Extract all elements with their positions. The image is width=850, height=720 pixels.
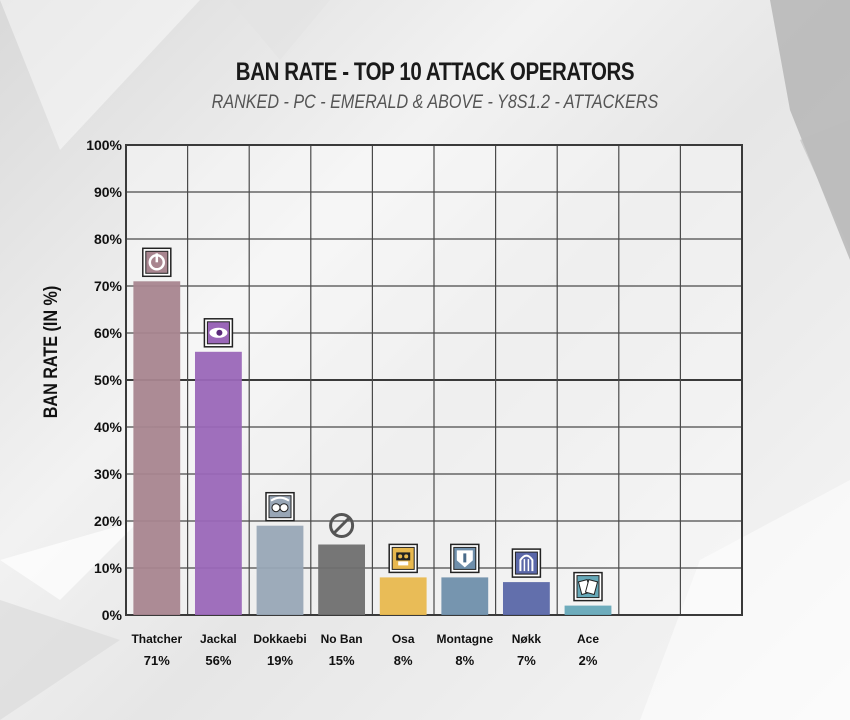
x-category-label: Dokkaebi [253,632,306,646]
jackal-icon [203,318,234,348]
bar-value-label: 8% [394,653,413,668]
bar-value-label: 19% [267,653,293,668]
y-tick-label: 20% [94,513,123,529]
bar-value-label: 8% [455,653,474,668]
nokk-icon [511,548,542,578]
bar-value-label: 2% [579,653,598,668]
plot-frame [125,144,743,616]
y-tick-label: 80% [94,231,123,247]
no-ban-icon [329,513,355,538]
x-category-label: Nøkk [512,632,542,646]
bar-thatcher [133,281,181,615]
bar-no-ban [318,544,366,615]
bar-ace [564,605,612,615]
x-category-label: Osa [392,632,415,646]
thatcher-icon [142,247,172,278]
montagne-icon [450,543,480,574]
y-tick-label: 30% [94,466,123,482]
bar-value-label: 7% [517,653,536,668]
bar-value-label: 56% [205,653,231,668]
chart-subtitle: RANKED - PC - EMERALD & ABOVE - Y8S1.2 -… [211,92,659,113]
y-tick-label: 70% [94,278,123,294]
x-category-label: No Ban [321,632,363,646]
osa-icon [388,543,418,574]
x-category-label: Ace [577,632,599,646]
dokkaebi-icon [265,491,295,522]
bar-montagne [441,577,489,615]
bar-n-kk [502,582,550,615]
y-tick-label: 50% [94,372,123,388]
bar-dokkaebi [256,525,304,615]
y-tick-label: 100% [86,137,122,153]
y-tick-label: 40% [94,419,123,435]
bar-value-label: 71% [144,653,170,668]
x-category-label: Montagne [436,632,493,646]
y-tick-label: 90% [94,184,123,200]
y-tick-label: 10% [94,560,123,576]
bar-jackal [194,351,242,615]
chart-title: BAN RATE - TOP 10 ATTACK OPERATORS [235,58,635,86]
bar-osa [379,577,427,615]
bar-value-label: 15% [329,653,355,668]
x-category-label: Thatcher [131,632,182,646]
y-tick-label: 60% [94,325,123,341]
y-tick-label: 0% [102,607,123,623]
x-category-label: Jackal [200,632,237,646]
ace-icon [573,571,603,602]
